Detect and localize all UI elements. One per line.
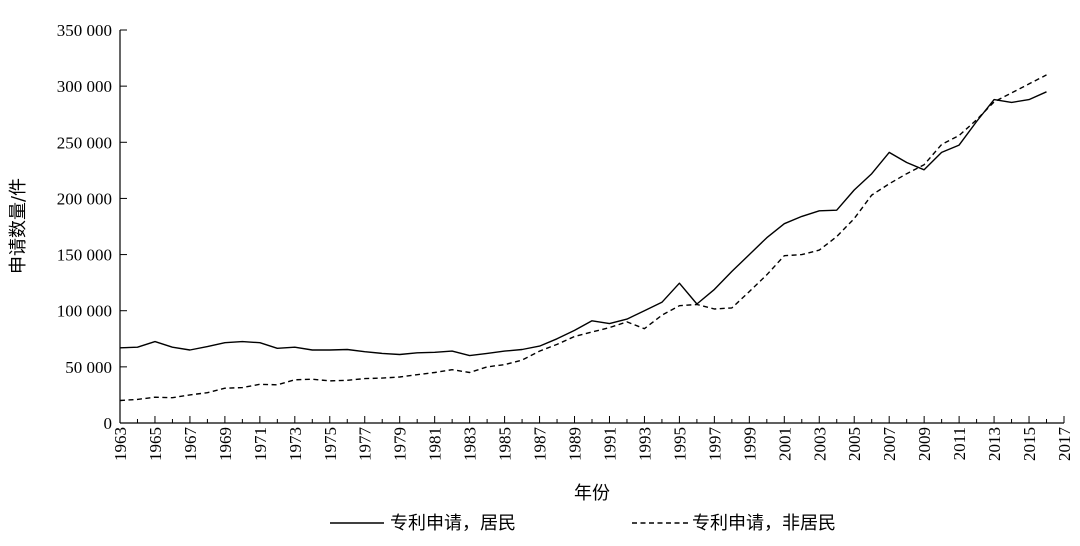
x-tick-label: 2009 — [915, 427, 934, 461]
x-tick-label: 1967 — [181, 427, 200, 462]
x-tick-label: 2005 — [845, 427, 864, 461]
x-tick-label: 2017 — [1055, 427, 1074, 462]
x-ticks: 1963 1965 1967 1969 1971 1973 1975 1977 1979 1981… — [111, 416, 1074, 461]
y-axis-title: 申请数量/件 — [8, 178, 29, 274]
y-tick-label: 250 000 — [57, 133, 112, 152]
x-tick-label: 1987 — [531, 427, 550, 462]
y-tick-label: 50 000 — [65, 358, 112, 377]
x-tick-label: 1995 — [670, 427, 689, 461]
x-tick-label: 2013 — [985, 427, 1004, 461]
x-tick-label: 1963 — [111, 427, 130, 461]
x-tick-label: 1977 — [356, 427, 375, 462]
x-tick-label: 1989 — [566, 427, 585, 461]
x-tick-label: 1981 — [426, 427, 445, 461]
legend-label-resident: 专利申请，居民 — [390, 513, 516, 534]
x-tick-label: 1997 — [705, 427, 724, 462]
x-tick-label: 2015 — [1020, 427, 1039, 461]
x-tick-label: 1975 — [321, 427, 340, 461]
y-tick-label: 300 000 — [57, 77, 112, 96]
x-tick-label: 1991 — [600, 427, 619, 461]
x-tick-label: 2007 — [880, 427, 899, 462]
x-tick-label: 1971 — [251, 427, 270, 461]
y-ticks: 0 50 000 100 000 150 000 200 000 250 000 300 0… — [57, 21, 127, 433]
x-tick-label: 2001 — [775, 427, 794, 461]
x-tick-label: 1969 — [216, 427, 235, 461]
series-layer — [119, 74, 1047, 402]
x-tick-label: 1979 — [391, 427, 410, 461]
series-line-resident — [119, 91, 1047, 357]
y-tick-label: 0 — [104, 414, 113, 433]
x-axis: 1963 1965 1967 1969 1971 1973 1975 1977 1979 1981… — [111, 416, 1074, 461]
y-tick-label: 200 000 — [57, 189, 112, 208]
x-tick-label: 2011 — [950, 427, 969, 460]
series-line-nonresident — [119, 74, 1047, 402]
x-tick-label: 2003 — [810, 427, 829, 461]
legend: 专利申请，居民 专利申请，非居民 — [330, 513, 836, 534]
x-tick-label: 1973 — [286, 427, 305, 461]
legend-label-nonresident: 专利申请，非居民 — [692, 513, 836, 534]
x-axis-title: 年份 — [574, 483, 610, 504]
y-tick-label: 350 000 — [57, 21, 112, 40]
x-tick-label: 1985 — [496, 427, 515, 461]
y-tick-label: 150 000 — [57, 246, 112, 265]
y-tick-label: 100 000 — [57, 302, 112, 321]
x-tick-label: 1983 — [461, 427, 480, 461]
x-tick-label: 1965 — [146, 427, 165, 461]
y-axis: 0 50 000 100 000 150 000 200 000 250 000 300 0… — [57, 21, 127, 433]
x-tick-label: 1999 — [740, 427, 759, 461]
x-tick-label: 1993 — [635, 427, 654, 461]
